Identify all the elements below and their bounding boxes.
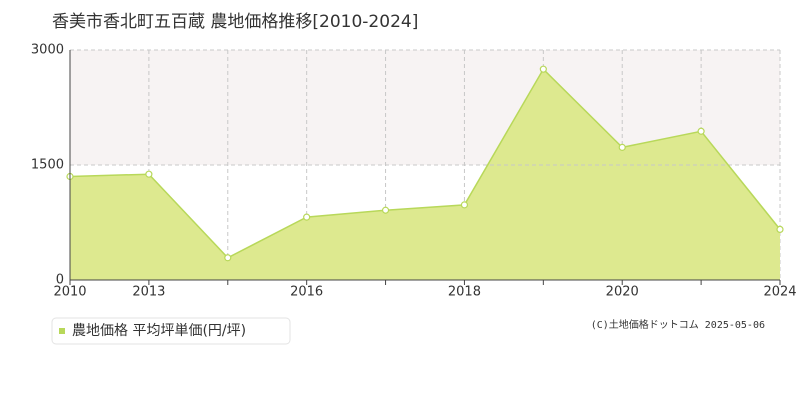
point — [776, 225, 784, 233]
legend: 農地価格 平均坪単価(円/坪) — [51, 317, 291, 345]
x-tick-label: 2010 — [53, 285, 86, 300]
point — [460, 201, 469, 209]
area — [70, 69, 780, 281]
copyright: (C)土地価格ドットコム 2025-05-06 — [591, 318, 765, 331]
x-tick-label: 2016 — [290, 285, 323, 300]
legend-marker — [59, 328, 65, 334]
point — [539, 65, 547, 73]
point — [381, 206, 390, 214]
point — [697, 127, 705, 135]
point — [303, 213, 311, 221]
legend-box — [51, 317, 291, 345]
y-tick-label: 1500 — [31, 158, 64, 173]
x-tick-label: 2013 — [132, 285, 165, 300]
point — [618, 143, 626, 151]
x-tick-label: 2018 — [448, 285, 481, 300]
chart-title: 香美市香北町五百蔵 農地価格推移[2010-2024] — [52, 12, 418, 32]
y-tick-label: 3000 — [31, 43, 64, 58]
x-tick-label: 2024 — [763, 285, 796, 300]
point — [145, 170, 153, 178]
x-tick-label: 2020 — [606, 285, 639, 300]
legend-label: 農地価格 平均坪単価(円/坪) — [72, 323, 246, 339]
point — [224, 254, 232, 262]
line — [69, 67, 781, 259]
y-tick-label: 0 — [56, 273, 64, 288]
